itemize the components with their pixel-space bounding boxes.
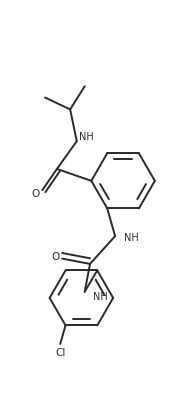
Text: O: O xyxy=(51,252,60,261)
Text: NH: NH xyxy=(93,291,108,301)
Text: O: O xyxy=(32,188,40,198)
Text: NH: NH xyxy=(79,132,93,142)
Text: Cl: Cl xyxy=(55,347,65,357)
Text: NH: NH xyxy=(124,232,139,242)
